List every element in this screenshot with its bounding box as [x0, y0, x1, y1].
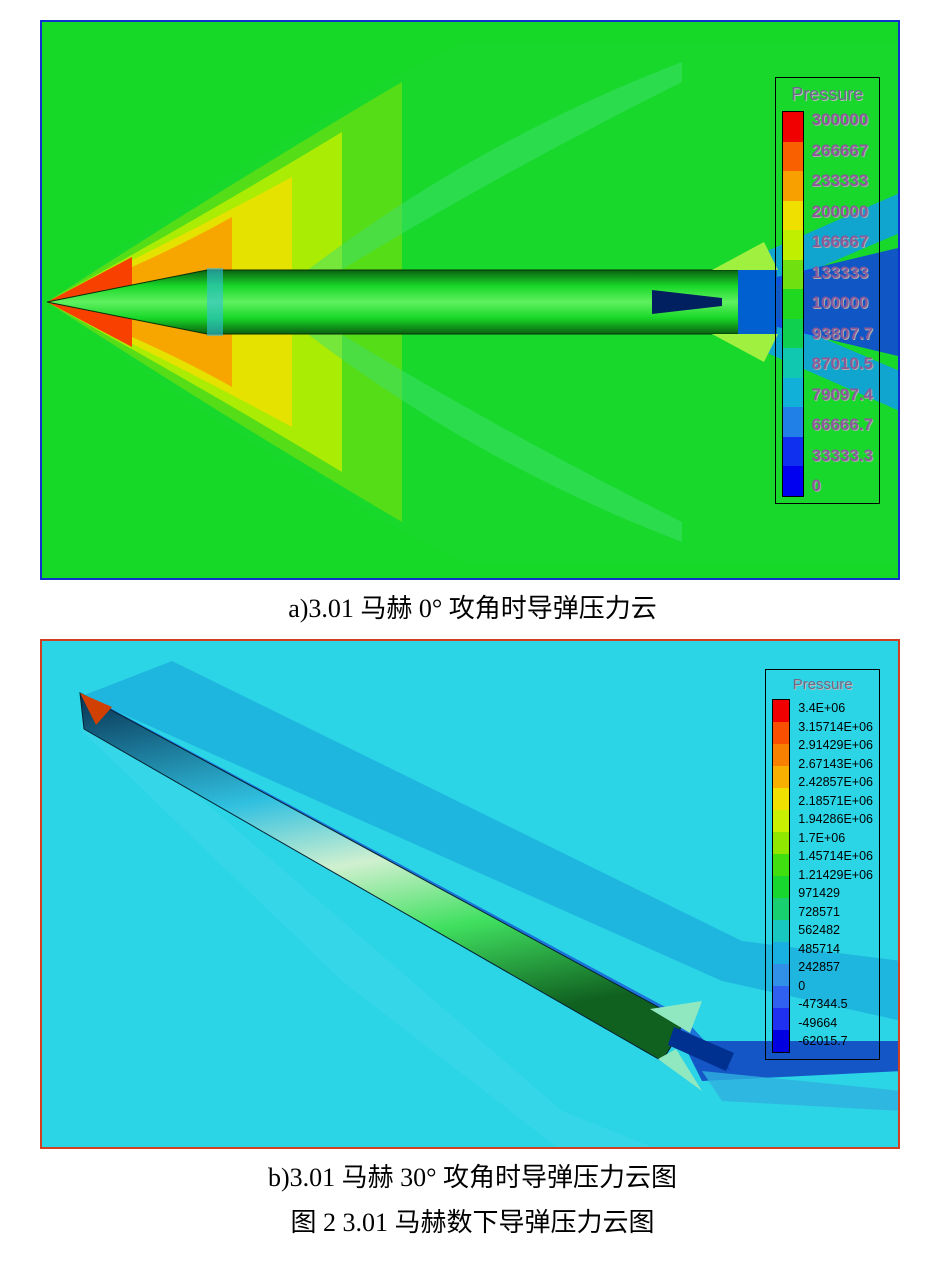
figure-panel-b: Pressure 3.4E+063.15714E+062.91429E+062.… [40, 639, 905, 1239]
figure-panel-a: Pressure 300000 266667 233333 200000 166667 1… [40, 20, 905, 625]
legend-tick: -47344.5 [798, 995, 873, 1014]
legend-tick: -62015.7 [798, 1032, 873, 1051]
legend-tick: 728571 [798, 903, 873, 922]
legend-tick: 166667 [812, 233, 873, 250]
legend-tick: -49664 [798, 1014, 873, 1033]
legend-tick: 242857 [798, 958, 873, 977]
legend-tick: 0 [798, 977, 873, 996]
contour-plot-a: Pressure 300000 266667 233333 200000 166667 1… [40, 20, 900, 580]
legend-tick: 93807.7 [812, 325, 873, 342]
legend-tick: 300000 [812, 111, 873, 128]
pressure-legend-b: Pressure 3.4E+063.15714E+062.91429E+062.… [765, 669, 880, 1060]
legend-title-b: Pressure [772, 676, 873, 693]
legend-tick: 1.7E+06 [798, 829, 873, 848]
legend-tick: 2.67143E+06 [798, 755, 873, 774]
legend-tick: 33333.3 [812, 447, 873, 464]
caption-b: b)3.01 马赫 30° 攻角时导弹压力云图 [40, 1157, 905, 1194]
legend-tick: 100000 [812, 294, 873, 311]
legend-labels-b: 3.4E+063.15714E+062.91429E+062.67143E+06… [798, 699, 873, 1051]
contour-plot-b: Pressure 3.4E+063.15714E+062.91429E+062.… [40, 639, 900, 1149]
legend-title-a: Pressure [782, 84, 873, 105]
legend-tick: 485714 [798, 940, 873, 959]
legend-tick: 200000 [812, 203, 873, 220]
legend-tick: 66666.7 [812, 416, 873, 433]
pressure-contour-a [42, 22, 900, 580]
legend-tick: 3.4E+06 [798, 699, 873, 718]
colorbar-a [782, 111, 804, 497]
legend-labels-a: 300000 266667 233333 200000 166667 133333 1000… [812, 111, 873, 495]
legend-tick: 1.45714E+06 [798, 847, 873, 866]
legend-tick: 0 [812, 477, 873, 494]
legend-tick: 2.91429E+06 [798, 736, 873, 755]
colorbar-b [772, 699, 790, 1053]
legend-tick: 266667 [812, 142, 873, 159]
legend-tick: 1.94286E+06 [798, 810, 873, 829]
legend-tick: 1.21429E+06 [798, 866, 873, 885]
legend-tick: 3.15714E+06 [798, 718, 873, 737]
legend-tick: 87010.5 [812, 355, 873, 372]
legend-tick: 2.18571E+06 [798, 792, 873, 811]
legend-tick: 562482 [798, 921, 873, 940]
legend-tick: 233333 [812, 172, 873, 189]
legend-tick: 2.42857E+06 [798, 773, 873, 792]
pressure-legend-a: Pressure 300000 266667 233333 200000 166667 1… [775, 77, 880, 504]
legend-tick: 133333 [812, 264, 873, 281]
legend-tick: 971429 [798, 884, 873, 903]
caption-a: a)3.01 马赫 0° 攻角时导弹压力云 [40, 588, 905, 625]
legend-tick: 79097.4 [812, 386, 873, 403]
caption-main: 图 2 3.01 马赫数下导弹压力云图 [40, 1202, 905, 1239]
